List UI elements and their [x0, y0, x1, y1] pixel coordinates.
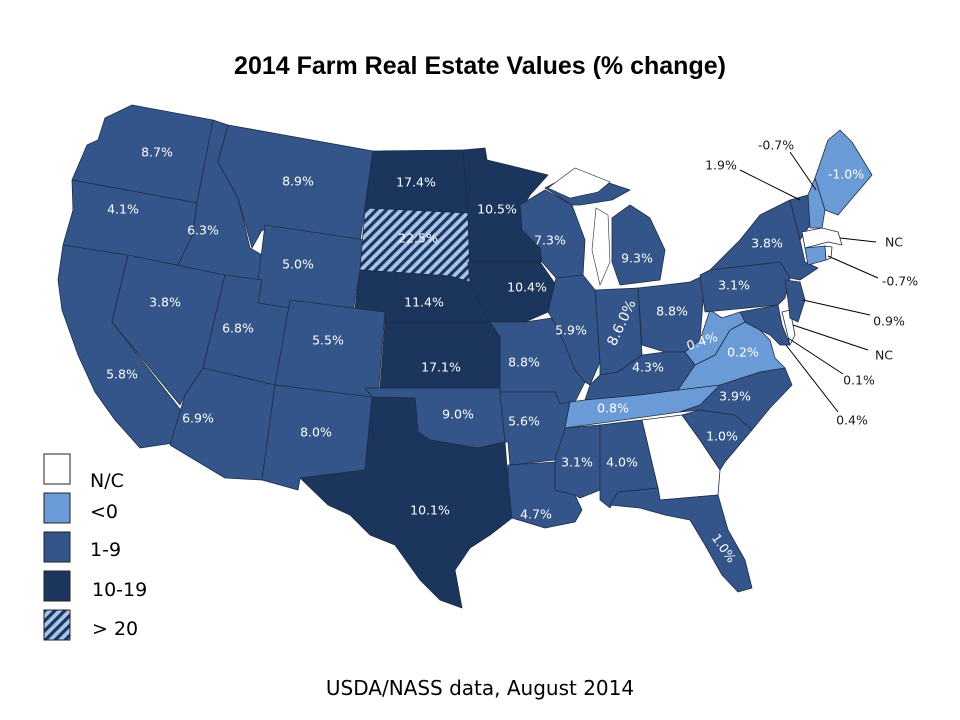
- state-label-OH: 8.8%: [656, 304, 688, 319]
- state-CT: [804, 245, 827, 266]
- state-label-IA: 10.4%: [507, 280, 547, 295]
- source-note: USDA/NASS data, August 2014: [325, 676, 635, 700]
- state-NC: [679, 367, 793, 431]
- state-label-AZ: 6.9%: [182, 411, 214, 426]
- callout-leader-MD: [787, 337, 844, 375]
- callout-label-MA: NC: [885, 235, 903, 250]
- state-label-MO: 8.8%: [508, 355, 540, 370]
- state-label-VA: 0.2%: [727, 345, 759, 360]
- legend-swatch-mid: [43, 570, 71, 602]
- great-lakes: [547, 167, 611, 286]
- state-callouts: 1.9%-0.7%NC-0.7%0.9%NC0.1%0.4%: [705, 138, 918, 428]
- state-RI: [824, 245, 833, 261]
- state-label-ND: 17.4%: [396, 175, 436, 190]
- state-FL: [609, 487, 753, 593]
- state-label-WY: 5.0%: [282, 257, 314, 272]
- state-MA: [801, 227, 843, 249]
- state-IL: [547, 274, 601, 386]
- state-label-SD: 22.5%: [398, 231, 438, 246]
- state-label-ID: 6.3%: [187, 223, 219, 238]
- callout-label-DE: NC: [875, 348, 893, 363]
- state-label-OR: 4.1%: [107, 202, 139, 217]
- callout-label-VT: 1.9%: [705, 158, 737, 173]
- callout-label-DCVA: 0.4%: [836, 413, 868, 428]
- state-NJ: [784, 279, 806, 323]
- state-label-OK: 9.0%: [442, 407, 474, 422]
- state-label-TN: 0.8%: [597, 401, 629, 416]
- state-label-LA: 4.7%: [520, 507, 552, 522]
- callout-leader-VT: [739, 169, 801, 201]
- state-NY: [709, 199, 819, 281]
- state-regions: [57, 104, 873, 609]
- state-label-CO: 5.5%: [312, 333, 344, 348]
- state-label-NC: 3.9%: [719, 389, 751, 404]
- state-label-SC: 1.0%: [706, 429, 738, 444]
- state-label-WI: 7.3%: [534, 233, 566, 248]
- state-label-MS: 3.1%: [561, 455, 593, 470]
- state-MD: [739, 304, 791, 346]
- legend-label-low: 1-9: [90, 539, 121, 561]
- state-label-UT: 6.8%: [222, 321, 254, 336]
- state-label-MI: 9.3%: [621, 251, 653, 266]
- callout-label-MD: 0.1%: [843, 373, 875, 388]
- state-TX: [299, 396, 513, 609]
- legend-label-nc: N/C: [90, 470, 124, 492]
- callout-leader-CT: [827, 255, 879, 279]
- state-ME: [814, 129, 873, 216]
- state-label-MN: 10.5%: [477, 202, 517, 217]
- callout-label-NJ: 0.9%: [873, 314, 905, 329]
- state-label-ME: -1.0%: [828, 167, 864, 182]
- callout-leader-MA: [839, 237, 877, 243]
- state-label-NE: 11.4%: [404, 295, 444, 310]
- legend-label-neg: <0: [90, 501, 118, 523]
- state-label-TX: 10.1%: [410, 503, 450, 518]
- state-label-IL: 5.9%: [555, 323, 587, 338]
- callout-label-NH: -0.7%: [758, 138, 794, 153]
- state-label-KY: 4.3%: [632, 360, 664, 375]
- callout-leader-DCVA: [785, 344, 839, 413]
- map-title: 2014 Farm Real Estate Values (% change): [234, 52, 726, 80]
- callout-leader-NJ: [802, 299, 871, 316]
- state-label-AL: 4.0%: [606, 455, 638, 470]
- legend-swatch-low: [43, 531, 71, 563]
- callout-leader-NH: [789, 151, 817, 191]
- state-label-CA: 5.8%: [106, 367, 138, 382]
- legend: N/C <0 1-9 10-19 > 20: [43, 453, 147, 641]
- state-MI: [611, 204, 666, 286]
- state-label-KS: 17.1%: [421, 360, 461, 375]
- legend-swatch-neg: [43, 492, 71, 524]
- state-label-MT: 8.9%: [282, 174, 314, 189]
- state-label-NV: 3.8%: [149, 295, 181, 310]
- state-label-GA: NC: [676, 455, 694, 470]
- state-label-WA: 8.7%: [141, 145, 173, 160]
- state-label-NM: 8.0%: [300, 425, 332, 440]
- callout-label-CT: -0.7%: [882, 274, 918, 289]
- legend-label-mid: 10-19: [92, 579, 147, 601]
- state-label-AR: 5.6%: [508, 414, 540, 429]
- legend-swatch-high: [43, 609, 71, 641]
- state-KS: [379, 321, 501, 389]
- legend-swatch-nc: [43, 453, 71, 485]
- state-label-NY: 3.8%: [751, 236, 783, 251]
- callout-leader-DE: [792, 324, 869, 351]
- state-MO: [489, 317, 586, 405]
- legend-label-high: > 20: [92, 618, 138, 640]
- state-label-PA: 3.1%: [718, 278, 750, 293]
- state-NH: [807, 177, 826, 229]
- state-CO: [274, 299, 386, 399]
